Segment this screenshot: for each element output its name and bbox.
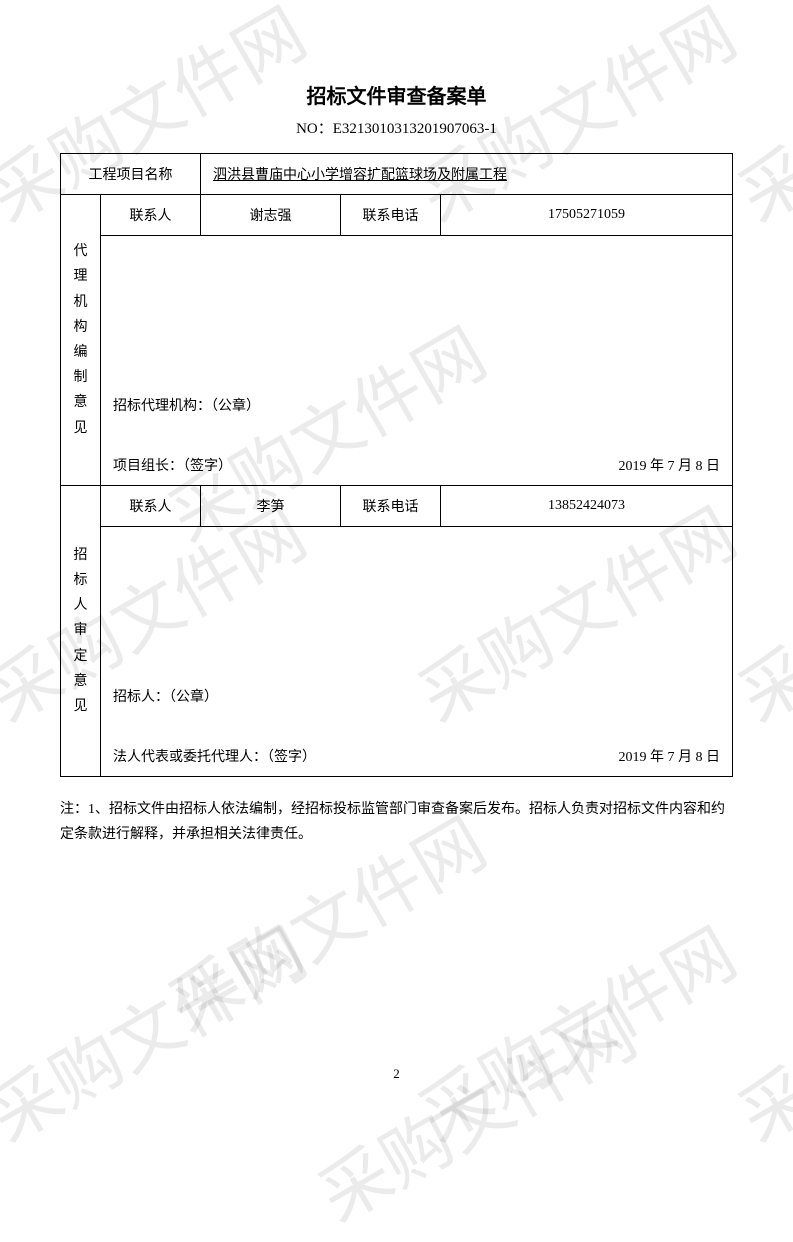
section1-leader-line: 项目组长：（签字） xyxy=(113,455,232,475)
project-value: 泗洪县曹庙中心小学增容扩配篮球场及附属工程 xyxy=(201,154,733,195)
section2-date: 2019 年 7 月 8 日 xyxy=(619,746,721,766)
section2-phone-label: 联系电话 xyxy=(341,486,441,527)
section1-phone-value: 17505271059 xyxy=(441,195,733,236)
watermark: 采购文件网 xyxy=(298,979,652,1241)
section1-contact-label: 联系人 xyxy=(101,195,201,236)
document-number: NO：E3213010313201907063-1 xyxy=(60,117,733,138)
section1-body: 招标代理机构：（公章） 项目组长：（签字） 2019 年 7 月 8 日 xyxy=(101,236,733,486)
section1-body-row: 招标代理机构：（公章） 项目组长：（签字） 2019 年 7 月 8 日 xyxy=(61,236,733,486)
section2-rep-line: 法人代表或委托代理人：（签字） xyxy=(113,746,316,766)
section1-org-line: 招标代理机构：（公章） xyxy=(113,395,260,415)
project-label: 工程项目名称 xyxy=(61,154,201,195)
section2-contact-row: 招标人审定意见 联系人 李笋 联系电话 13852424073 xyxy=(61,486,733,527)
page-number: 2 xyxy=(0,1066,793,1082)
section1-contact-row: 代理机构编制意见 联系人 谢志强 联系电话 17505271059 xyxy=(61,195,733,236)
section2-body: 招标人：（公章） 法人代表或委托代理人：（签字） 2019 年 7 月 8 日 xyxy=(101,527,733,777)
section1-date: 2019 年 7 月 8 日 xyxy=(619,455,721,475)
footer-note: 注：1、招标文件由招标人依法编制，经招标投标监管部门审查备案后发布。招标人负责对… xyxy=(60,797,733,847)
watermark: 采购文件网 xyxy=(398,899,752,1161)
section2-vertical-label: 招标人审定意见 xyxy=(61,486,101,777)
project-row: 工程项目名称 泗洪县曹庙中心小学增容扩配篮球场及附属工程 xyxy=(61,154,733,195)
watermark: 采购文件网 xyxy=(0,899,322,1161)
document-title: 招标文件审查备案单 xyxy=(60,80,733,109)
section1-vertical-label: 代理机构编制意见 xyxy=(61,195,101,486)
section1-phone-label: 联系电话 xyxy=(341,195,441,236)
section2-contact-label: 联系人 xyxy=(101,486,201,527)
review-form-table: 工程项目名称 泗洪县曹庙中心小学增容扩配篮球场及附属工程 代理机构编制意见 联系… xyxy=(60,153,733,777)
section2-org-line: 招标人：（公章） xyxy=(113,686,218,706)
section2-phone-value: 13852424073 xyxy=(441,486,733,527)
watermark: 采购文件网 xyxy=(718,899,793,1161)
section2-body-row: 招标人：（公章） 法人代表或委托代理人：（签字） 2019 年 7 月 8 日 xyxy=(61,527,733,777)
section1-contact-name: 谢志强 xyxy=(201,195,341,236)
section2-contact-name: 李笋 xyxy=(201,486,341,527)
